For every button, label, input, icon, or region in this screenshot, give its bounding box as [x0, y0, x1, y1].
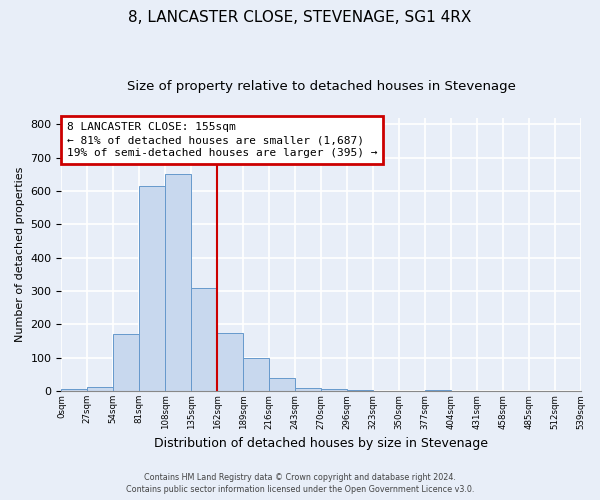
- Bar: [88, 387, 113, 391]
- Title: Size of property relative to detached houses in Stevenage: Size of property relative to detached ho…: [127, 80, 515, 93]
- Bar: [191, 288, 217, 391]
- X-axis label: Distribution of detached houses by size in Stevenage: Distribution of detached houses by size …: [154, 437, 488, 450]
- Bar: [347, 390, 373, 391]
- Bar: [113, 334, 139, 391]
- Bar: [295, 388, 321, 391]
- Bar: [217, 332, 243, 391]
- Bar: [61, 390, 88, 391]
- Bar: [269, 378, 295, 391]
- Bar: [243, 358, 269, 391]
- Y-axis label: Number of detached properties: Number of detached properties: [15, 166, 25, 342]
- Bar: [425, 390, 451, 391]
- Text: 8 LANCASTER CLOSE: 155sqm
← 81% of detached houses are smaller (1,687)
19% of se: 8 LANCASTER CLOSE: 155sqm ← 81% of detac…: [67, 122, 377, 158]
- Text: Contains HM Land Registry data © Crown copyright and database right 2024.
Contai: Contains HM Land Registry data © Crown c…: [126, 472, 474, 494]
- Bar: [139, 186, 165, 391]
- Bar: [165, 174, 191, 391]
- Text: 8, LANCASTER CLOSE, STEVENAGE, SG1 4RX: 8, LANCASTER CLOSE, STEVENAGE, SG1 4RX: [128, 10, 472, 25]
- Bar: [321, 390, 347, 391]
